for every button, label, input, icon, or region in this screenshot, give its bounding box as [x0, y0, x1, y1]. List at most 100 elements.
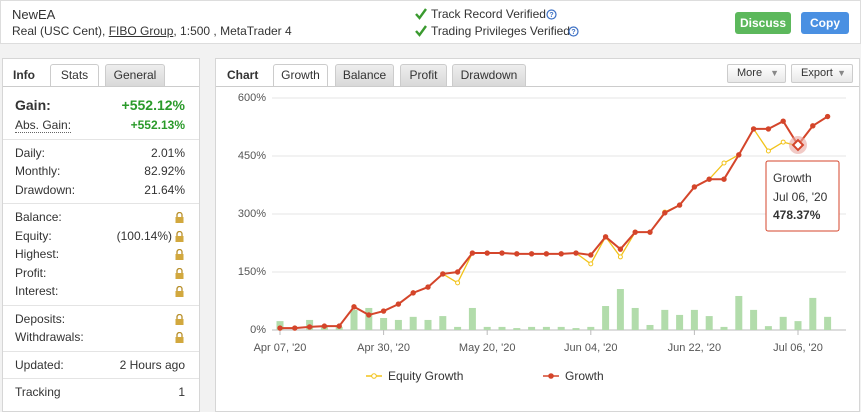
stats-value: 1 — [178, 385, 185, 399]
stats-row: Monthly: 82.92% — [3, 162, 199, 181]
series-line — [280, 115, 829, 330]
verification: Track Record Verified? — [415, 6, 570, 23]
stats-label: Gain: — [15, 97, 51, 113]
tooltip-title: Growth — [773, 171, 812, 185]
point — [588, 261, 594, 267]
lock-icon — [175, 267, 184, 279]
point — [455, 280, 461, 286]
volume-bar — [661, 309, 669, 330]
stats-label: Abs. Gain: — [15, 118, 72, 133]
point — [528, 251, 535, 257]
point — [410, 290, 416, 296]
account-line: Real (USC Cent), FIBO Group, 1:500 , Met… — [12, 24, 292, 38]
verification: Trading Privileges Verified? — [415, 23, 579, 40]
stats-row: Deposits: — [3, 310, 199, 329]
stats-label: Highest: — [15, 247, 60, 261]
general-tab[interactable]: General — [105, 64, 165, 86]
chart: 0% 150% 300% 450% 600% Apr 07, '20 Apr 30, '20… — [238, 92, 846, 383]
stats-row: Interest: — [3, 282, 199, 301]
point — [499, 250, 505, 256]
stats-row: Updated: 2 Hours ago — [3, 356, 199, 375]
x-tick-label: Apr 30, '20 — [357, 342, 410, 354]
lock-body — [175, 337, 184, 343]
more-menu[interactable]: More ▼ — [727, 64, 786, 83]
lock-body — [175, 217, 184, 223]
volume-bar — [424, 319, 432, 330]
volume-bar — [824, 316, 832, 330]
stats-value: 2.01% — [150, 145, 185, 160]
lock-icon — [175, 332, 184, 343]
broker-link[interactable]: FIBO Group — [108, 24, 174, 38]
y-tick-label: 150% — [238, 266, 266, 278]
stats-label: Tracking — [15, 385, 61, 399]
series-line — [280, 115, 828, 329]
y-tick-label: 0% — [250, 324, 266, 336]
lock-icon — [175, 230, 184, 242]
stats-label: Drawdown: — [15, 182, 76, 197]
x-tick-label: Jul 06, '20 — [773, 342, 823, 354]
stats-label: Equity: — [15, 228, 52, 243]
export-menu[interactable]: Export ▼ — [791, 64, 853, 83]
check-icon — [415, 8, 427, 20]
copy-button[interactable]: Copy — [801, 12, 849, 34]
tooltip-date: Jul 06, '20 — [773, 190, 828, 204]
stats-group: Balance: Equity: (100.14%) Highest: Profit: I… — [3, 204, 199, 306]
point — [440, 271, 446, 277]
volume-bar — [572, 328, 580, 330]
ea-name: NewEA — [12, 7, 56, 22]
volume-bar — [513, 328, 521, 330]
stats-group: Updated: 2 Hours ago — [3, 352, 199, 379]
point — [514, 251, 520, 257]
profit-tab[interactable]: Profit — [400, 64, 447, 86]
help-icon: ? — [546, 9, 557, 20]
stats-label: Monthly: — [15, 164, 61, 178]
point — [380, 308, 387, 314]
drawdown-tab[interactable]: Drawdown — [452, 64, 526, 86]
verification-text: Trading Privileges Verified — [431, 24, 570, 38]
volume-bar — [350, 309, 358, 330]
stats-value: 21.64% — [144, 182, 185, 197]
volume-bar — [631, 307, 639, 330]
legend-label: Growth — [565, 369, 604, 383]
stats-label: Balance: — [15, 210, 62, 224]
stats-row: Equity: (100.14%) — [3, 227, 199, 246]
point — [780, 118, 786, 124]
volume-bar — [528, 326, 536, 330]
help-circle — [568, 26, 579, 37]
stats-row: Drawdown: 21.64% — [3, 181, 199, 200]
balance-tab[interactable]: Balance — [335, 64, 394, 86]
stats-tab[interactable]: Stats — [50, 64, 99, 86]
point — [765, 148, 771, 154]
point — [351, 304, 357, 310]
verifications: Track Record Verified? Trading Privileges… — [415, 6, 579, 40]
point — [632, 229, 638, 235]
hover-marker — [791, 138, 805, 152]
point — [647, 229, 653, 235]
lock-icon — [175, 249, 184, 260]
point — [721, 160, 727, 166]
growth-tab[interactable]: Growth — [273, 64, 328, 86]
stats-row: Highest: — [3, 245, 199, 264]
point — [824, 113, 831, 120]
chart-panel: Chart Growth Balance Profit Drawdown Mor… — [215, 58, 860, 412]
discuss-button[interactable]: Discuss — [735, 12, 791, 34]
lock-shackle — [176, 313, 183, 319]
stats-row: Withdrawals: — [3, 328, 199, 347]
lock-body — [175, 318, 184, 325]
lock-shackle — [176, 249, 183, 254]
check-mark — [415, 25, 427, 37]
volume-bar — [602, 306, 610, 330]
volume-bar — [498, 326, 506, 330]
stats-row: Gain: +552.12% — [3, 95, 199, 116]
tooltip-value: 478.37% — [773, 208, 821, 222]
point — [721, 176, 727, 182]
volume-bar — [380, 318, 388, 330]
legend-marker — [371, 373, 377, 379]
point — [810, 123, 816, 129]
lock-shackle — [176, 332, 183, 337]
point — [321, 323, 328, 329]
tab-rule — [216, 86, 859, 87]
stats-row: Abs. Gain: +552.13% — [3, 116, 199, 135]
legend-marker — [548, 373, 554, 379]
volume-bar — [616, 289, 624, 330]
